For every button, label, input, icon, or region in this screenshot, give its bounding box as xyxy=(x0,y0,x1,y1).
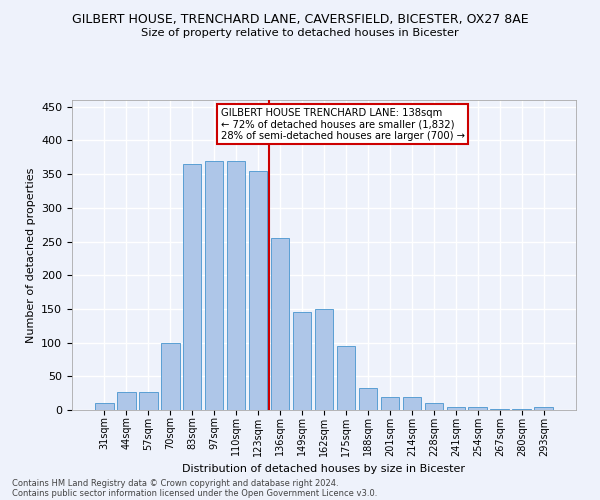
Bar xyxy=(425,402,443,410)
Bar xyxy=(95,404,113,410)
Bar xyxy=(183,164,202,410)
Bar xyxy=(403,396,421,410)
Text: GILBERT HOUSE TRENCHARD LANE: 138sqm
← 72% of detached houses are smaller (1,832: GILBERT HOUSE TRENCHARD LANE: 138sqm ← 7… xyxy=(221,108,464,141)
Bar xyxy=(271,238,289,410)
Bar xyxy=(227,160,245,410)
Bar xyxy=(337,346,355,410)
Bar xyxy=(380,396,399,410)
Bar xyxy=(249,171,268,410)
Bar xyxy=(139,392,158,410)
Bar xyxy=(469,408,487,410)
Text: GILBERT HOUSE, TRENCHARD LANE, CAVERSFIELD, BICESTER, OX27 8AE: GILBERT HOUSE, TRENCHARD LANE, CAVERSFIE… xyxy=(71,12,529,26)
Bar xyxy=(535,408,553,410)
Bar xyxy=(117,392,136,410)
Bar xyxy=(314,309,334,410)
Bar xyxy=(293,312,311,410)
Bar xyxy=(205,160,223,410)
Bar xyxy=(359,388,377,410)
Bar xyxy=(446,408,465,410)
X-axis label: Distribution of detached houses by size in Bicester: Distribution of detached houses by size … xyxy=(182,464,466,474)
Text: Contains HM Land Registry data © Crown copyright and database right 2024.: Contains HM Land Registry data © Crown c… xyxy=(12,478,338,488)
Text: Size of property relative to detached houses in Bicester: Size of property relative to detached ho… xyxy=(141,28,459,38)
Bar xyxy=(161,342,179,410)
Text: Contains public sector information licensed under the Open Government Licence v3: Contains public sector information licen… xyxy=(12,488,377,498)
Y-axis label: Number of detached properties: Number of detached properties xyxy=(26,168,35,342)
